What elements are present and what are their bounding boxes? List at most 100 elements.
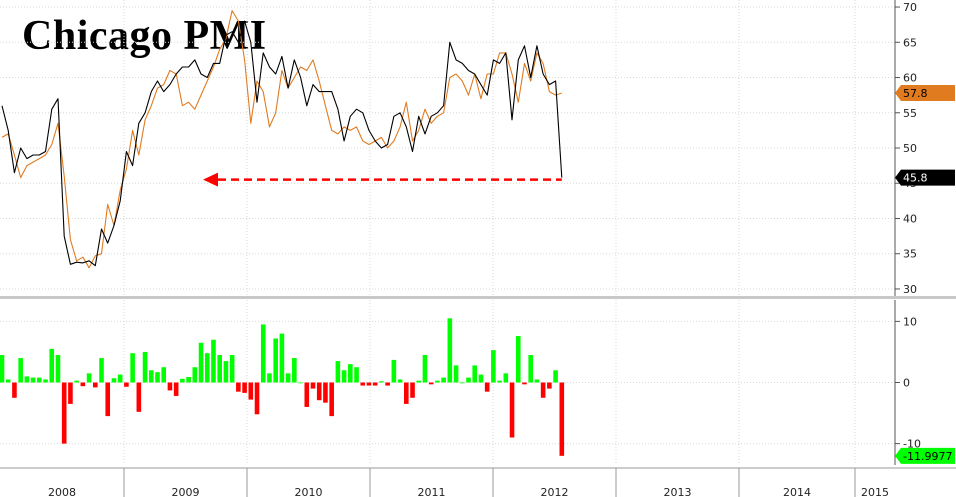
bar: [223, 361, 229, 383]
arrow-head: [203, 172, 218, 187]
y-tick-label: -10: [903, 438, 921, 451]
bar: [167, 382, 173, 391]
bar: [217, 355, 222, 383]
bar: [459, 382, 465, 384]
bar: [354, 367, 359, 383]
bar: [292, 358, 297, 383]
bar: [466, 377, 471, 383]
bar: [148, 370, 154, 383]
bar: [155, 372, 160, 383]
bar: [422, 355, 428, 383]
bar: [37, 377, 42, 383]
bar: [24, 376, 30, 383]
bar: [410, 382, 415, 398]
bar: [360, 382, 366, 386]
bar: [93, 382, 98, 388]
bar: [428, 382, 434, 385]
bar: [99, 358, 104, 383]
bar: [416, 380, 422, 383]
bar: [285, 373, 291, 383]
last-value-black-box: [895, 169, 955, 186]
y-tick-label: 35: [903, 248, 917, 261]
bar: [279, 333, 285, 383]
bar: [5, 379, 11, 383]
bar: [503, 373, 509, 383]
bar: [173, 382, 179, 396]
bar: [260, 324, 266, 383]
y-tick-label: 30: [903, 283, 917, 296]
bar: [236, 382, 241, 392]
series-line-orange: [1, 10, 562, 269]
bar: [478, 374, 484, 383]
y-tick-label: 70: [903, 1, 917, 14]
bar: [117, 374, 123, 383]
bar: [80, 382, 86, 387]
bar: [547, 382, 552, 389]
bar: [55, 355, 61, 383]
bar: [229, 355, 235, 383]
x-tick-label: 2014: [783, 486, 811, 497]
bar: [404, 382, 409, 404]
bar: [273, 338, 278, 383]
y-tick-label: 55: [903, 107, 917, 120]
bar: [0, 355, 5, 383]
bar: [323, 382, 328, 403]
bar: [30, 377, 36, 383]
bar: [68, 382, 73, 404]
bar: [447, 318, 453, 383]
bar: [198, 342, 204, 383]
bar: [105, 382, 111, 417]
bar: [142, 351, 148, 383]
bar: [484, 382, 490, 392]
bar: [124, 382, 129, 387]
x-tick-label: 2012: [541, 486, 569, 497]
last-value-bar-text: -11.9977: [903, 450, 952, 463]
bar: [379, 381, 384, 383]
x-tick-label: 2015: [861, 486, 889, 497]
bar: [372, 382, 378, 386]
bar: [534, 379, 540, 383]
bar: [348, 364, 353, 383]
panel-divider: [0, 296, 956, 299]
bar: [366, 382, 372, 386]
x-tick-label: 2011: [418, 486, 446, 497]
y-tick-label: 50: [903, 142, 917, 155]
bar: [441, 377, 446, 383]
bar: [18, 358, 23, 383]
x-tick-label: 2013: [664, 486, 692, 497]
bar: [192, 367, 198, 383]
bar: [453, 365, 459, 383]
bar: [161, 367, 167, 383]
bar: [254, 382, 260, 415]
bar: [491, 350, 496, 383]
bar: [528, 355, 533, 383]
bar: [111, 378, 117, 383]
last-value-orange-box: [895, 85, 955, 102]
bar: [515, 336, 521, 383]
bar: [86, 373, 92, 383]
bar: [559, 382, 565, 456]
bar: [74, 380, 79, 383]
bar: [509, 382, 515, 438]
bar: [522, 382, 527, 385]
y-tick-label: 60: [903, 72, 917, 85]
bar: [553, 370, 558, 383]
bar: [316, 382, 322, 401]
bar: [329, 382, 334, 417]
bar: [304, 382, 310, 407]
bar: [242, 382, 247, 393]
y-tick-label: 65: [903, 36, 917, 49]
bar: [43, 379, 48, 383]
y-tick-label: 40: [903, 212, 917, 225]
bar: [298, 382, 303, 384]
bar: [310, 382, 316, 389]
series-line-black: [1, 20, 563, 267]
y-tick-label: 10: [903, 315, 917, 328]
bar: [136, 382, 142, 412]
bar: [267, 373, 272, 383]
bar: [472, 365, 478, 383]
bar: [61, 382, 67, 444]
bar: [435, 380, 440, 383]
bar: [341, 370, 347, 383]
